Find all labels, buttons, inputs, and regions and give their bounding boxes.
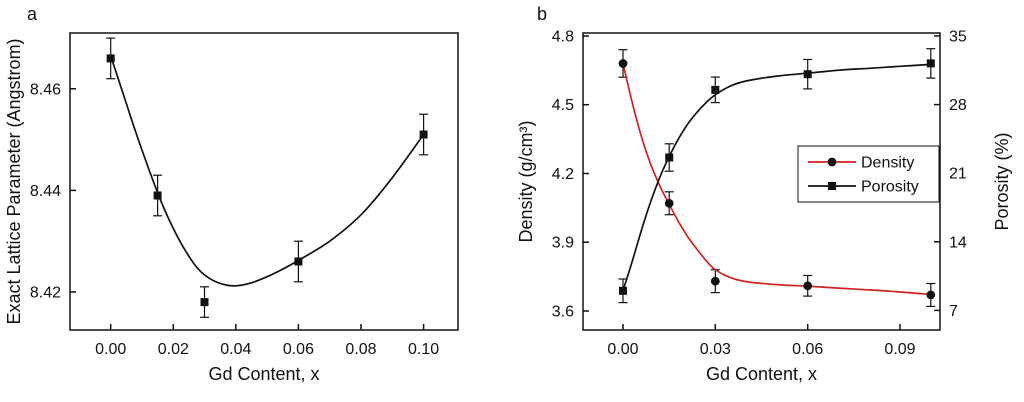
series-porosity: [618, 48, 936, 304]
square-marker: [153, 191, 162, 200]
y-tick-label: 4.5: [552, 97, 574, 114]
fit-curve: [622, 63, 931, 292]
y-axis-label: Exact Lattice Parameter (Angstrom): [4, 38, 24, 324]
square-marker: [106, 54, 115, 63]
square-marker: [294, 257, 303, 266]
panel-b: 0.00 0.03 0.06 0.09 3.6 3.9 4.2 4.5 4.8 7 14 21 28 35…: [512, 0, 1024, 402]
legend-box: [797, 145, 940, 203]
right-y-tick-label: 35: [949, 28, 967, 45]
x-tick-label: 0.06: [792, 341, 823, 358]
square-marker: [419, 130, 428, 139]
fit-curve: [622, 63, 931, 296]
x-axis-label: Gd Content, x: [706, 364, 817, 384]
legend-entry-label: Porosity: [861, 179, 919, 196]
y-tick-label: 8.44: [30, 183, 61, 200]
square-marker: [665, 153, 674, 162]
x-tick-label: 0.04: [220, 341, 251, 358]
x-tick-label: 0.06: [283, 341, 314, 358]
panel-a: 0.00 0.02 0.04 0.06 0.08 0.10 8.42 8.44 8.46 Gd C…: [4, 4, 459, 384]
y-tick-label: 8.42: [30, 284, 61, 301]
y-axis-label: Density (g/cm³): [516, 120, 536, 242]
square-marker: [711, 85, 720, 94]
series-density: [618, 49, 936, 307]
x-tick-label: 0.00: [95, 341, 126, 358]
legend-entry-label: Density: [861, 155, 914, 172]
x-tick-label: 0.10: [408, 341, 439, 358]
circle-marker: [803, 281, 813, 291]
legend: Density Porosity: [797, 145, 940, 203]
right-y-tick-label: 7: [949, 303, 958, 320]
x-tick-label: 0.08: [345, 341, 376, 358]
square-marker: [926, 59, 935, 68]
circle-marker: [710, 276, 720, 286]
x-tick-label: 0.02: [158, 341, 189, 358]
square-marker: [200, 298, 209, 307]
panel-letter: b: [537, 4, 547, 24]
right-y-tick-label: 21: [949, 166, 967, 183]
x-axis-label: Gd Content, x: [208, 364, 319, 384]
axes: 0.00 0.03 0.06 0.09 3.6 3.9 4.2 4.5 4.8 7 14 21 28 35: [552, 28, 967, 358]
axes: 0.00 0.02 0.04 0.06 0.08 0.10 8.42 8.44 8.46: [30, 32, 459, 358]
y-tick-label: 4.2: [552, 166, 574, 183]
right-y-axis-label: Porosity (%): [992, 132, 1012, 230]
circle-marker: [664, 198, 674, 208]
legend-square-marker: [828, 182, 836, 190]
series-lattice-parameter: [106, 37, 429, 318]
panel-letter: a: [27, 4, 38, 24]
right-y-tick-label: 28: [949, 97, 967, 114]
circle-marker: [618, 59, 628, 68]
legend-circle-marker: [827, 157, 837, 167]
plot-box: [582, 32, 941, 331]
circle-marker: [926, 290, 936, 300]
y-tick-label: 8.46: [30, 81, 61, 98]
y-tick-label: 4.8: [552, 29, 574, 46]
lattice-parameter-chart: 0.00 0.02 0.04 0.06 0.08 0.10 8.42 8.44 8.46 Gd C…: [4, 4, 459, 384]
plot-box: [69, 32, 459, 331]
x-tick-label: 0.00: [607, 341, 638, 358]
y-tick-label: 3.9: [552, 235, 574, 252]
square-marker: [803, 70, 812, 79]
y-tick-label: 3.6: [552, 304, 574, 321]
x-tick-label: 0.09: [884, 341, 915, 358]
right-y-tick-label: 14: [949, 234, 967, 251]
density-porosity-chart: 0.00 0.03 0.06 0.09 3.6 3.9 4.2 4.5 4.8 7 14 21 28 35…: [516, 4, 1012, 384]
fit-curve: [109, 55, 425, 287]
x-tick-label: 0.03: [700, 341, 731, 358]
square-marker: [619, 286, 627, 295]
